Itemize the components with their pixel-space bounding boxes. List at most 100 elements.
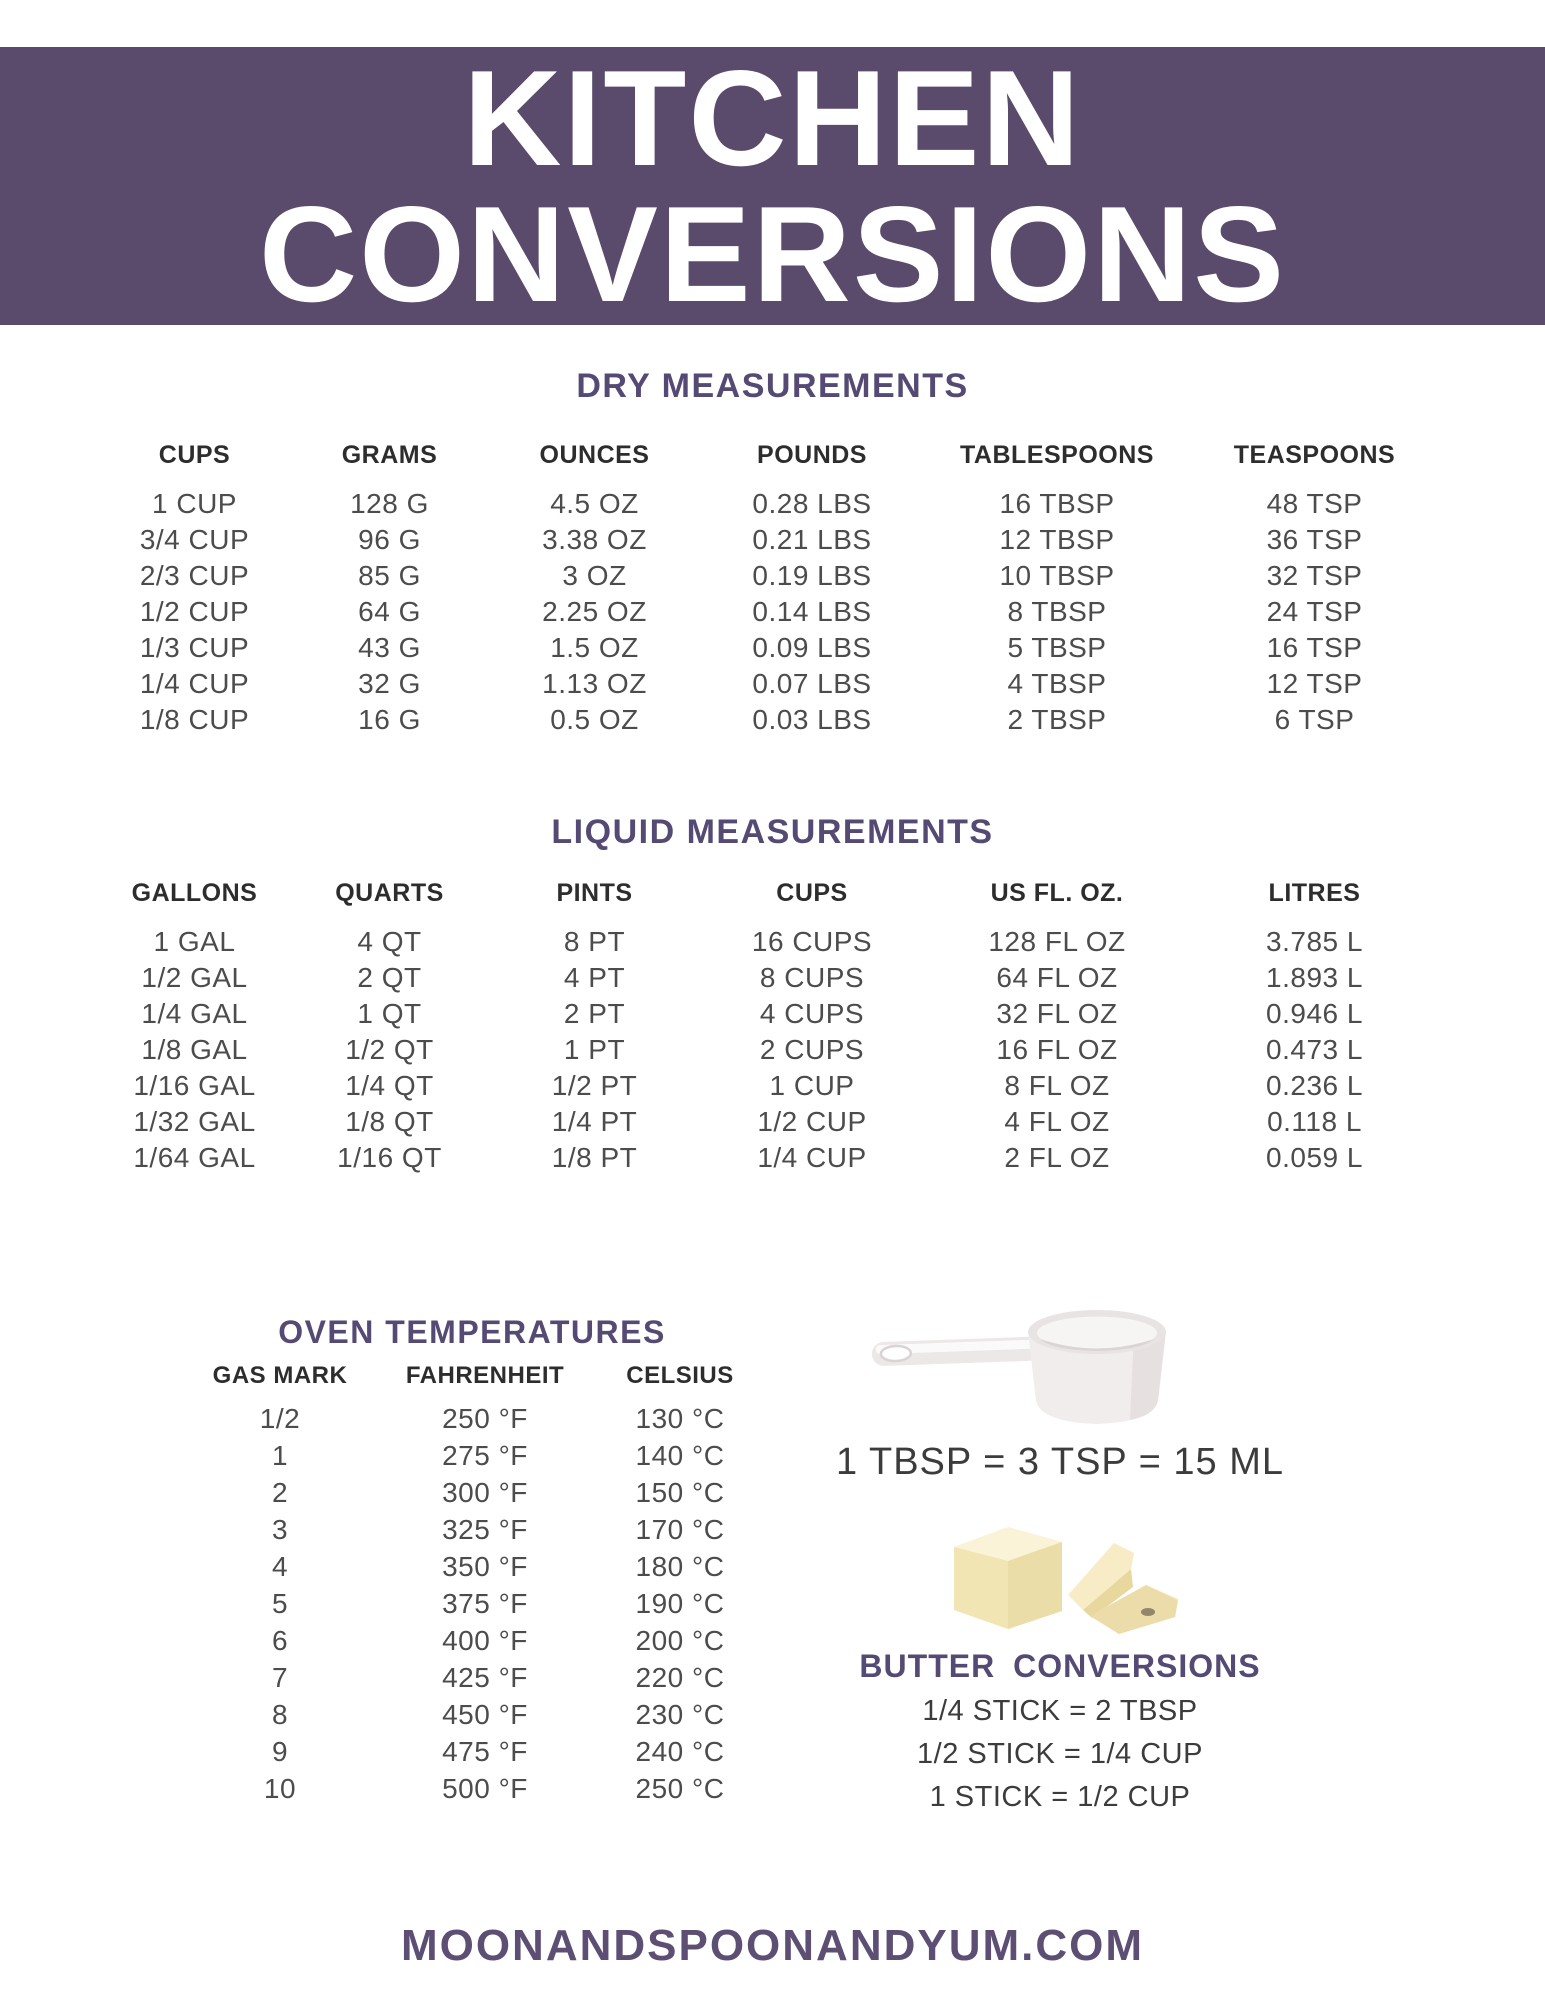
table-cell: 2 FL OZ: [1004, 1142, 1110, 1173]
column-header: PINTS: [556, 879, 633, 907]
table-cell: 1 CUP: [152, 488, 237, 519]
table-cell: 4 PT: [563, 962, 626, 993]
column-header: US FL. OZ.: [990, 879, 1124, 907]
table-cell: 1.13 OZ: [542, 668, 647, 699]
table-cell: 1.5 OZ: [550, 632, 639, 663]
table-cell: 8 TBSP: [1007, 596, 1107, 627]
table-cell: 475 °F: [442, 1736, 528, 1767]
table-cell: 1/4 QT: [345, 1070, 434, 1101]
table-cell: 1/8 PT: [551, 1142, 638, 1173]
table-cell: 425 °F: [442, 1662, 528, 1693]
table-cell: 1/4 CUP: [139, 668, 250, 699]
list-item: 1/2 STICK = 1/4 CUP: [917, 1738, 1203, 1770]
table-cell: 1/8 CUP: [139, 704, 250, 735]
column-header: CUPS: [776, 879, 848, 907]
table-cell: 2.25 OZ: [542, 596, 647, 627]
butter-icon: [938, 1515, 1190, 1643]
table-cell: 0.236 L: [1266, 1070, 1363, 1101]
table-cell: 500 °F: [442, 1773, 528, 1804]
table-cell: 16 TBSP: [999, 488, 1115, 519]
table-cell: 1.893 L: [1266, 962, 1363, 993]
table-cell: 1/2 PT: [551, 1070, 638, 1101]
column-header: TABLESPOONS: [960, 441, 1154, 469]
table-cell: 4 TBSP: [1007, 668, 1107, 699]
table-cell: 16 CUPS: [751, 926, 873, 957]
table-cell: 275 °F: [442, 1440, 528, 1471]
list-item: 1/4 STICK = 2 TBSP: [922, 1695, 1198, 1727]
table-cell: 220 °C: [635, 1662, 725, 1693]
table-cell: 4 FL OZ: [1004, 1106, 1110, 1137]
table-cell: 48 TSP: [1266, 488, 1363, 519]
table-cell: 180 °C: [635, 1551, 725, 1582]
table-cell: 5: [271, 1588, 289, 1619]
dry-measurements-table: CUPS GRAMS OUNCES POUNDS TABLESPOONS TEASPOON…: [102, 440, 1442, 738]
table-cell: 230 °C: [635, 1699, 725, 1730]
table-cell: 1/32 GAL: [133, 1106, 256, 1137]
table-cell: 16 G: [358, 704, 421, 735]
table-cell: 325 °F: [442, 1514, 528, 1545]
table-cell: 1/16 QT: [337, 1142, 442, 1173]
table-cell: 150 °C: [635, 1477, 725, 1508]
table-cell: 1/4 CUP: [757, 1142, 867, 1173]
table-cell: 200 °C: [635, 1625, 725, 1656]
table-cell: 1/4 PT: [551, 1106, 638, 1137]
table-cell: 300 °F: [442, 1477, 528, 1508]
table-cell: 0.473 L: [1266, 1034, 1363, 1065]
measuring-cup-icon: [860, 1295, 1200, 1430]
table-cell: 96 G: [358, 524, 421, 555]
table-cell: 1: [271, 1440, 289, 1471]
table-cell: 0.21 LBS: [752, 524, 872, 555]
table-cell: 0.09 LBS: [752, 632, 872, 663]
column-header: FAHRENHEIT: [405, 1362, 565, 1389]
table-cell: 10 TBSP: [999, 560, 1115, 591]
table-cell: 32 G: [358, 668, 421, 699]
tbsp-equivalence-note: 1 TBSP = 3 TSP = 15 ML: [835, 1441, 1284, 1483]
table-cell: 32 FL OZ: [996, 998, 1118, 1029]
table-cell: 5 TBSP: [1007, 632, 1107, 663]
oven-temperatures-heading: OVEN TEMPERATURES: [278, 1314, 666, 1350]
table-cell: 2 PT: [563, 998, 626, 1029]
table-cell: 9: [271, 1736, 289, 1767]
table-cell: 130 °C: [635, 1403, 725, 1434]
table-cell: 0.19 LBS: [752, 560, 872, 591]
table-cell: 1/8 QT: [345, 1106, 434, 1137]
table-cell: 3.785 L: [1266, 926, 1363, 957]
table-cell: 2 QT: [357, 962, 422, 993]
table-cell: 400 °F: [442, 1625, 528, 1656]
liquid-measurements-heading: LIQUID MEASUREMENTS: [551, 813, 994, 851]
page-title-line1: KITCHEN: [463, 42, 1082, 194]
table-cell: 0.118 L: [1267, 1106, 1362, 1137]
table-cell: 10: [263, 1773, 297, 1804]
table-cell: 3 OZ: [562, 560, 627, 591]
table-cell: 1/2 GAL: [141, 962, 248, 993]
table-cell: 250 °C: [635, 1773, 725, 1804]
table-cell: 8 PT: [563, 926, 626, 957]
table-cell: 1/2 CUP: [139, 596, 250, 627]
table-cell: 2 CUPS: [759, 1034, 865, 1065]
table-cell: 43 G: [358, 632, 421, 663]
table-cell: 1 GAL: [153, 926, 236, 957]
table-cell: 1/4 GAL: [141, 998, 248, 1029]
liquid-measurements-table: GALLONS QUARTS PINTS CUPS US FL. OZ. LITRES 1 …: [102, 878, 1442, 1176]
table-cell: 1/8 GAL: [141, 1034, 248, 1065]
table-cell: 32 TSP: [1266, 560, 1363, 591]
table-cell: 350 °F: [442, 1551, 528, 1582]
column-header: GALLONS: [131, 879, 258, 907]
table-cell: 190 °C: [635, 1588, 725, 1619]
table-cell: 0.14 LBS: [752, 596, 872, 627]
table-cell: 1 PT: [563, 1034, 626, 1065]
list-item: 1 STICK = 1/2 CUP: [929, 1781, 1191, 1813]
table-cell: 4 CUPS: [759, 998, 865, 1029]
table-cell: 1 CUP: [769, 1070, 855, 1101]
table-cell: 12 TSP: [1266, 668, 1363, 699]
dry-measurements-heading: DRY MEASUREMENTS: [576, 367, 969, 405]
table-cell: 16 FL OZ: [996, 1034, 1118, 1065]
table-cell: 1/3 CUP: [139, 632, 250, 663]
table-cell: 0.03 LBS: [752, 704, 872, 735]
table-cell: 1/2 QT: [345, 1034, 434, 1065]
table-cell: 0.946 L: [1266, 998, 1363, 1029]
table-cell: 12 TBSP: [999, 524, 1115, 555]
table-cell: 6 TSP: [1274, 704, 1355, 735]
table-cell: 7: [271, 1662, 289, 1693]
